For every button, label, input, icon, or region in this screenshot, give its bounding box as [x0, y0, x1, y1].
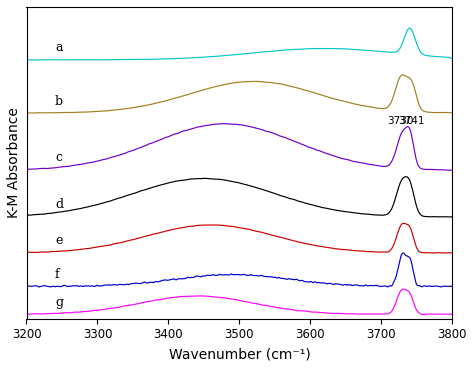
Text: 3730: 3730 — [387, 116, 414, 126]
X-axis label: Wavenumber (cm⁻¹): Wavenumber (cm⁻¹) — [169, 347, 310, 361]
Text: a: a — [55, 42, 63, 54]
Text: d: d — [55, 198, 63, 210]
Text: b: b — [55, 95, 63, 107]
Text: e: e — [55, 234, 62, 247]
Text: f: f — [55, 268, 60, 281]
Text: c: c — [55, 152, 62, 164]
Text: 3741: 3741 — [399, 116, 425, 126]
Text: g: g — [55, 296, 63, 309]
Y-axis label: K-M Absorbance: K-M Absorbance — [7, 107, 21, 218]
